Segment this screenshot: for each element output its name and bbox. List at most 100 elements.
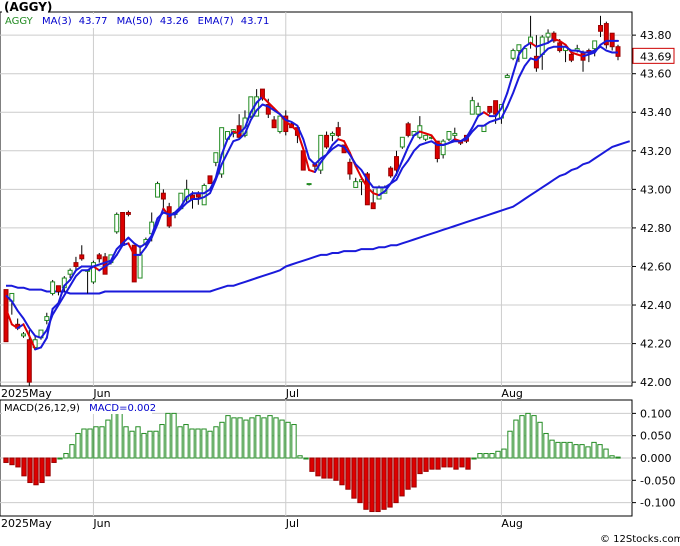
macd-bar	[615, 456, 621, 459]
macd-bar	[477, 453, 483, 459]
macd-bar	[609, 455, 615, 459]
candle-body	[545, 32, 551, 38]
candle-body	[335, 127, 341, 136]
macd-bar	[459, 457, 465, 468]
price-x-label: 2025May	[1, 387, 52, 400]
price-x-label: Aug	[501, 387, 522, 400]
ma3-segment	[139, 246, 147, 256]
ma3-segment	[308, 169, 316, 174]
ma3-segment	[482, 111, 491, 118]
macd-bar	[51, 457, 57, 463]
candle-body	[265, 104, 271, 115]
macd-bar	[207, 430, 213, 459]
candle-body	[487, 105, 493, 113]
macd-bar	[543, 432, 549, 459]
macd-bar	[141, 432, 147, 459]
candle-body	[405, 123, 411, 136]
candle-body	[131, 244, 137, 283]
ma3-segment	[587, 51, 596, 56]
ma3-segment	[413, 130, 421, 137]
macd-bar	[285, 421, 291, 459]
ma3-segment	[104, 261, 112, 268]
macd-bar	[447, 457, 453, 468]
candle-body	[533, 55, 539, 69]
candle-body	[44, 316, 50, 321]
macd-bar	[405, 457, 411, 490]
ma3-segment	[512, 53, 520, 75]
legend-ma50-value: 43.26	[160, 16, 189, 27]
candle-body	[67, 269, 73, 275]
macd-bar	[501, 448, 507, 459]
macd-bar	[597, 444, 603, 459]
candle-body	[469, 100, 475, 115]
macd-bar	[255, 415, 261, 459]
ma50-polyline	[6, 140, 631, 295]
macd-bar	[69, 444, 75, 459]
candle-body	[592, 40, 598, 50]
macd-bar	[3, 457, 9, 463]
macd-bar	[471, 457, 477, 460]
price-x-axis: 2025May Jun Jul Aug	[1, 387, 523, 400]
candle-body	[347, 161, 353, 175]
macd-bar	[123, 426, 129, 459]
macd-bar	[231, 417, 237, 459]
ma3-segment	[98, 265, 107, 272]
ma3-segment	[500, 91, 509, 110]
macd-bar	[87, 428, 93, 459]
macd-bar	[57, 457, 63, 460]
macd-bar	[21, 457, 27, 477]
ma3-segment	[261, 95, 270, 104]
macd-bar	[585, 446, 591, 459]
macd-bar	[147, 430, 153, 459]
macd-bar	[189, 428, 195, 459]
ema7-line	[5, 45, 618, 339]
macd-bar	[393, 457, 399, 504]
ma3-segment	[179, 196, 188, 208]
ma3-segment	[576, 53, 585, 58]
macd-bar	[309, 457, 315, 472]
macd-bar	[75, 432, 81, 459]
ma3-segment	[109, 253, 118, 264]
macd-bar	[453, 457, 459, 470]
candle-body	[568, 53, 574, 61]
candle-body	[504, 75, 510, 79]
ma3-segment	[174, 205, 182, 214]
macd-bar	[339, 457, 345, 486]
ma3-segment	[127, 242, 136, 256]
macd-bar	[321, 457, 327, 479]
price-x-label: Jun	[92, 387, 110, 400]
ma3-segment	[582, 53, 590, 58]
macd-bar	[345, 457, 351, 490]
ma3-segment	[506, 72, 515, 94]
legend-ticker: AGGY	[5, 16, 34, 27]
ma3-segment	[57, 284, 66, 305]
price-tick-label: 42.20	[640, 338, 672, 351]
macd-bar	[327, 457, 333, 479]
macd-y-axis: 0.100 0.050 0.000 -0.050 -0.100	[632, 407, 675, 510]
macd-bar	[45, 457, 51, 477]
macd-bar	[531, 415, 537, 459]
macd-bar	[603, 448, 609, 459]
macd-bar	[177, 426, 183, 459]
price-x-label: Jul	[285, 387, 299, 400]
macd-bar	[561, 441, 567, 459]
candle-body	[207, 175, 213, 185]
macd-bar	[81, 428, 87, 459]
ma3-segment	[395, 159, 404, 175]
ma3-segment	[144, 236, 153, 249]
candle-body	[598, 24, 603, 32]
macd-bar	[159, 424, 165, 459]
ma3-segment	[214, 153, 223, 179]
macd-bar	[351, 457, 357, 499]
macd-bar	[549, 439, 555, 459]
candle-body	[353, 181, 359, 188]
macd-x-label: Jun	[92, 517, 110, 530]
price-tick-label: 43.20	[640, 145, 672, 158]
macd-bar	[591, 441, 597, 459]
ma3-segment	[226, 130, 235, 141]
ma3-segment	[430, 134, 439, 145]
macd-bar	[117, 412, 123, 459]
price-tick-label: 42.40	[640, 299, 672, 312]
macd-bar	[567, 441, 573, 459]
